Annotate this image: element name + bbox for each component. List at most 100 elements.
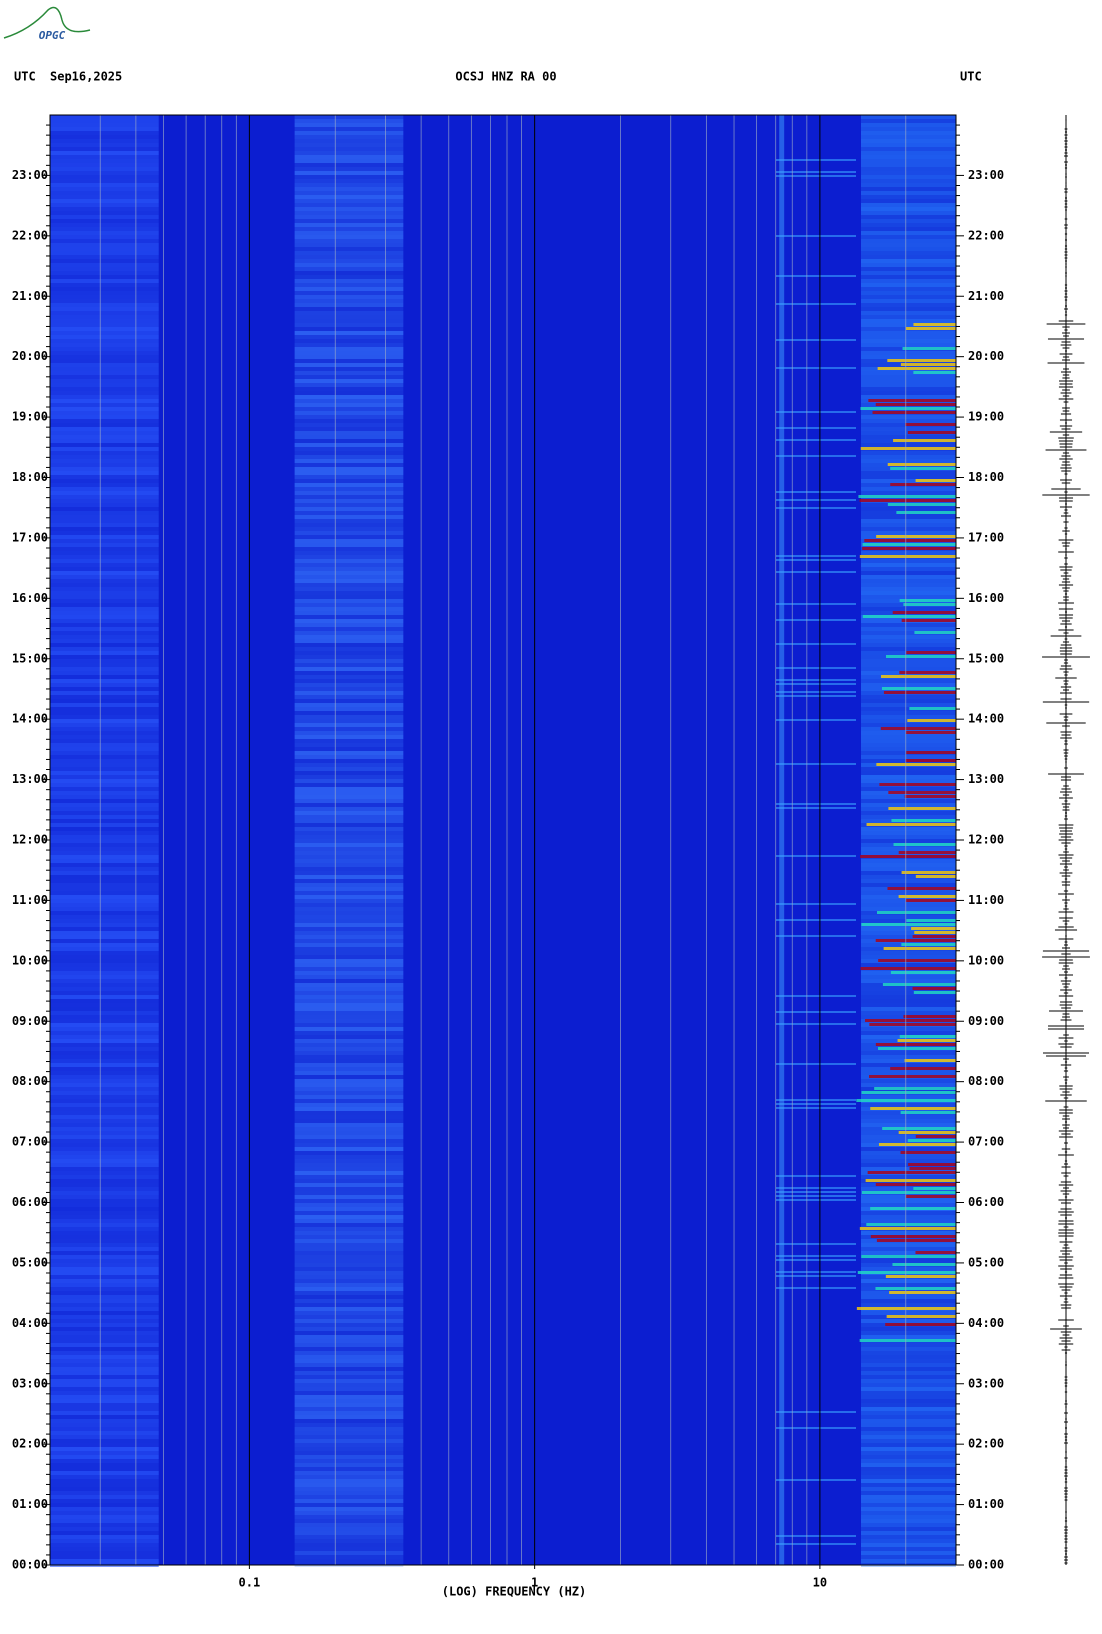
band bbox=[294, 1119, 404, 1123]
band bbox=[50, 771, 159, 775]
band bbox=[50, 1295, 159, 1299]
band bbox=[901, 619, 956, 622]
band bbox=[50, 479, 159, 483]
band bbox=[50, 379, 159, 383]
band bbox=[50, 235, 159, 239]
band bbox=[861, 1375, 956, 1379]
band bbox=[50, 1251, 159, 1255]
band bbox=[862, 543, 956, 546]
band bbox=[861, 1475, 956, 1479]
band bbox=[50, 459, 159, 463]
band bbox=[861, 643, 956, 647]
y-tick-label: 17:00 bbox=[12, 530, 48, 544]
band bbox=[294, 279, 404, 283]
band bbox=[861, 659, 956, 663]
band bbox=[776, 491, 856, 493]
band bbox=[861, 583, 956, 587]
band bbox=[294, 1463, 404, 1467]
band bbox=[294, 415, 404, 419]
y-tick-label: 03:00 bbox=[968, 1376, 1004, 1390]
band bbox=[776, 303, 856, 305]
band bbox=[50, 743, 159, 747]
band bbox=[50, 791, 159, 795]
band bbox=[294, 1243, 404, 1247]
band bbox=[50, 555, 159, 559]
band bbox=[882, 1127, 956, 1130]
band bbox=[861, 1295, 956, 1299]
band bbox=[50, 1319, 159, 1323]
y-tick-label: 17:00 bbox=[968, 530, 1004, 544]
band bbox=[50, 655, 159, 659]
band bbox=[891, 819, 956, 822]
band bbox=[294, 1415, 404, 1419]
band bbox=[50, 335, 159, 339]
band bbox=[294, 1447, 404, 1451]
band bbox=[50, 167, 159, 171]
band bbox=[294, 327, 404, 331]
band bbox=[861, 223, 956, 227]
band bbox=[50, 355, 159, 359]
band bbox=[294, 431, 404, 435]
band bbox=[50, 959, 159, 963]
band bbox=[861, 935, 956, 939]
band bbox=[50, 679, 159, 683]
band bbox=[294, 1515, 404, 1519]
band bbox=[50, 1339, 159, 1343]
band bbox=[294, 1131, 404, 1135]
y-tick-label: 22:00 bbox=[12, 228, 48, 242]
band bbox=[861, 1159, 956, 1163]
band bbox=[50, 1047, 159, 1051]
band bbox=[294, 615, 404, 619]
band bbox=[50, 1219, 159, 1223]
band bbox=[861, 859, 956, 863]
band bbox=[294, 1367, 404, 1371]
band bbox=[294, 1055, 404, 1059]
band bbox=[294, 811, 404, 815]
band bbox=[861, 147, 956, 151]
band bbox=[50, 539, 159, 543]
band bbox=[50, 1167, 159, 1171]
band bbox=[888, 807, 956, 810]
band bbox=[861, 1331, 956, 1335]
band bbox=[50, 1491, 159, 1495]
band bbox=[294, 667, 404, 671]
band bbox=[50, 803, 159, 807]
band bbox=[50, 1267, 159, 1271]
band bbox=[294, 1435, 404, 1439]
band bbox=[50, 255, 159, 259]
band bbox=[50, 899, 159, 903]
band bbox=[861, 455, 956, 459]
band bbox=[294, 963, 404, 967]
band bbox=[294, 463, 404, 467]
band bbox=[50, 391, 159, 395]
band bbox=[294, 711, 404, 715]
band bbox=[294, 275, 404, 279]
y-tick-label: 05:00 bbox=[12, 1255, 48, 1269]
band bbox=[294, 199, 404, 203]
band bbox=[907, 719, 956, 722]
band bbox=[861, 135, 956, 139]
band bbox=[861, 1403, 956, 1407]
band bbox=[50, 1459, 159, 1463]
band bbox=[294, 1507, 404, 1511]
band bbox=[861, 827, 956, 831]
band bbox=[294, 499, 404, 503]
band bbox=[861, 815, 956, 819]
y-tick-label: 19:00 bbox=[12, 410, 48, 424]
band bbox=[294, 115, 404, 119]
band bbox=[861, 519, 956, 523]
band bbox=[50, 143, 159, 147]
band bbox=[899, 671, 956, 674]
y-tick-label: 20:00 bbox=[12, 349, 48, 363]
band bbox=[294, 443, 404, 447]
band bbox=[50, 1143, 159, 1147]
band bbox=[860, 447, 956, 450]
band bbox=[902, 347, 956, 350]
band bbox=[50, 187, 159, 191]
band bbox=[881, 687, 956, 690]
band bbox=[294, 651, 404, 655]
band bbox=[776, 1255, 856, 1257]
band bbox=[861, 907, 956, 911]
band bbox=[861, 755, 956, 759]
band bbox=[294, 447, 404, 451]
